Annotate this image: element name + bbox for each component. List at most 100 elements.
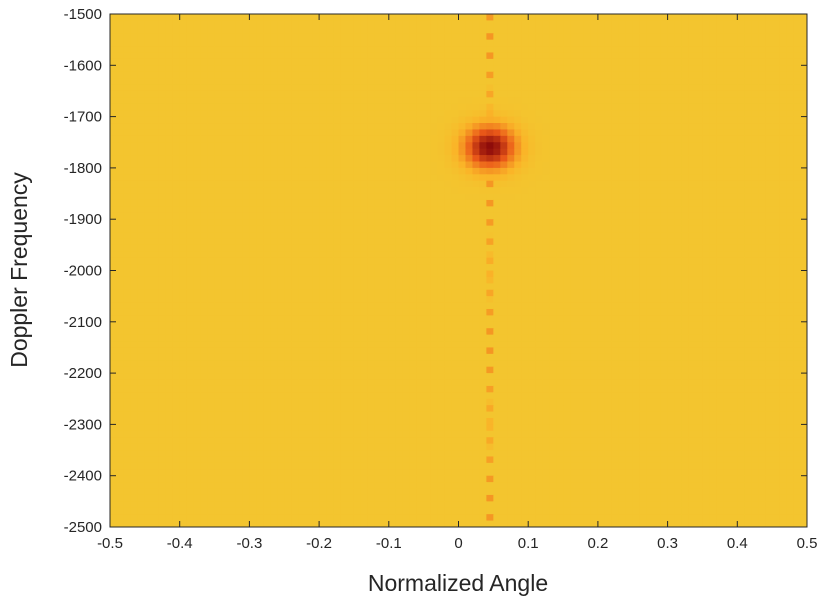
heatmap-cell: [779, 289, 787, 297]
heatmap-cell: [235, 97, 244, 105]
heatmap-cell: [172, 315, 181, 323]
heatmap-cell: [214, 39, 223, 47]
heatmap-cell: [597, 52, 606, 60]
heatmap-cell: [172, 65, 181, 73]
heatmap-cell: [786, 289, 794, 297]
heatmap-cell: [235, 90, 244, 98]
heatmap-cell: [779, 14, 787, 22]
heatmap-cell: [333, 148, 341, 156]
heatmap-cell: [333, 90, 341, 98]
heatmap-cell: [472, 39, 481, 47]
heatmap-cell: [165, 20, 174, 28]
heatmap-cell: [130, 302, 139, 310]
heatmap-cell: [604, 270, 613, 278]
heatmap-cell: [158, 167, 167, 175]
heatmap-cell: [416, 39, 425, 47]
heatmap-cell: [695, 174, 704, 182]
heatmap-cell: [611, 135, 620, 143]
heatmap-cell: [632, 180, 641, 188]
heatmap-cell: [444, 206, 453, 214]
heatmap-cell: [618, 199, 627, 207]
heatmap-cell: [409, 187, 418, 195]
heatmap-cell: [172, 308, 181, 316]
heatmap-cell: [800, 65, 807, 73]
heatmap-cell: [186, 206, 195, 214]
heatmap-cell: [277, 58, 285, 66]
heatmap-cell: [772, 97, 780, 105]
heatmap-cell: [186, 238, 195, 246]
heatmap-cell: [576, 129, 585, 137]
heatmap-cell: [409, 161, 418, 169]
heatmap-cell: [207, 33, 216, 41]
heatmap-cell: [758, 264, 766, 272]
heatmap-cell: [576, 103, 585, 111]
heatmap-cell: [437, 46, 446, 54]
heatmap-cell: [458, 78, 467, 86]
heatmap-cell: [723, 148, 731, 156]
heatmap-cell: [800, 270, 807, 278]
heatmap-cell: [333, 84, 341, 92]
heatmap-cell: [793, 244, 801, 252]
heatmap-cell: [604, 251, 613, 259]
heatmap-cell: [346, 116, 355, 124]
heatmap-cell: [688, 321, 697, 329]
heatmap-cell: [193, 129, 202, 137]
heatmap-cell: [165, 328, 174, 336]
heatmap-cell: [549, 308, 557, 316]
heatmap-cell: [360, 206, 369, 214]
heatmap-cell: [681, 26, 690, 34]
heatmap-cell: [367, 116, 376, 124]
heatmap-cell: [604, 129, 613, 137]
heatmap-cell: [242, 193, 250, 201]
heatmap-cell: [249, 26, 257, 34]
heatmap-cell: [758, 58, 766, 66]
heatmap-cell: [270, 289, 278, 297]
heatmap-cell: [618, 257, 627, 265]
heatmap-cell: [576, 97, 585, 105]
heatmap-cell: [388, 58, 397, 66]
heatmap-cell: [709, 270, 717, 278]
heatmap-cell: [625, 180, 634, 188]
heatmap-cell: [340, 308, 348, 316]
heatmap-cell: [632, 328, 641, 336]
heatmap-cell: [681, 148, 690, 156]
heatmap-cell: [653, 270, 662, 278]
heatmap-cell: [542, 199, 550, 207]
heatmap-cell: [639, 135, 648, 143]
heatmap-cell: [486, 84, 494, 92]
heatmap-cell: [437, 142, 446, 150]
heatmap-cell: [611, 193, 620, 201]
heatmap-cell: [611, 289, 620, 297]
heatmap-cell: [130, 110, 139, 118]
heatmap-cell: [751, 238, 759, 246]
heatmap-cell: [716, 97, 724, 105]
heatmap-cell: [235, 225, 244, 233]
heatmap-cell: [360, 155, 369, 163]
heatmap-cell: [110, 296, 118, 304]
heatmap-cell: [744, 232, 752, 240]
heatmap-cell: [625, 193, 634, 201]
heatmap-cell: [765, 58, 773, 66]
heatmap-cell: [528, 174, 536, 182]
heatmap-cell: [521, 199, 529, 207]
heatmap-cell: [402, 225, 411, 233]
heatmap-cell: [263, 148, 271, 156]
heatmap-cell: [730, 315, 738, 323]
heatmap-cell: [667, 167, 676, 175]
heatmap-cell: [493, 52, 501, 60]
heatmap-cell: [298, 78, 306, 86]
heatmap-cell: [611, 225, 620, 233]
heatmap-cell: [618, 103, 627, 111]
heatmap-cell: [249, 39, 257, 47]
heatmap-cell: [660, 302, 669, 310]
heatmap-cell: [179, 129, 188, 137]
heatmap-cell: [632, 33, 641, 41]
heatmap-cell: [611, 46, 620, 54]
heatmap-cell: [556, 276, 564, 284]
heatmap-cell: [312, 244, 320, 252]
heatmap-cell: [744, 238, 752, 246]
heatmap-cell: [319, 116, 327, 124]
heatmap-cell: [576, 167, 585, 175]
heatmap-cell: [521, 212, 529, 220]
heatmap-cell: [458, 180, 467, 188]
